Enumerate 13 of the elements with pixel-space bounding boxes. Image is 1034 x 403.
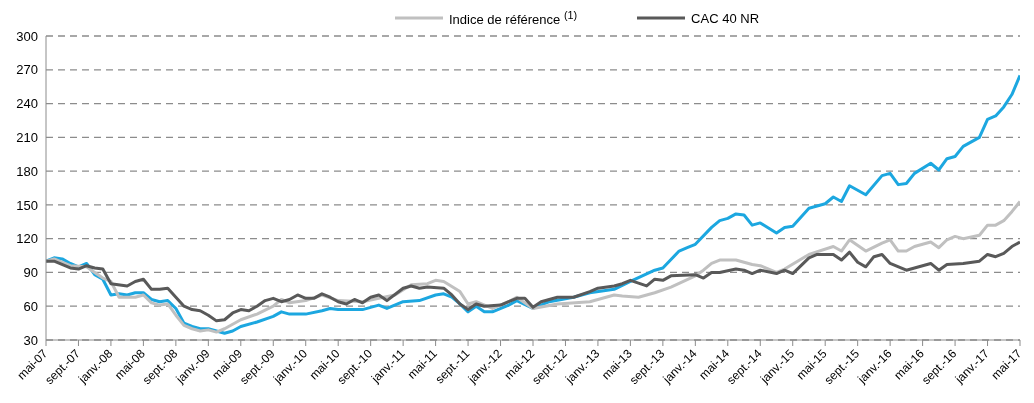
line-series bbox=[46, 240, 1020, 323]
y-tick-label: 120 bbox=[16, 231, 38, 247]
y-tick-label: 270 bbox=[16, 62, 38, 78]
legend-label: Indice de référence $^{(1)}$ bbox=[448, 8, 578, 28]
y-tick-label: 300 bbox=[16, 28, 38, 44]
y-tick-label: 150 bbox=[16, 197, 38, 213]
y-tick-label: 60 bbox=[23, 298, 38, 314]
y-tick-label: 210 bbox=[16, 129, 38, 145]
y-tick-label: 30 bbox=[23, 332, 38, 348]
y-tick-label: 180 bbox=[16, 163, 38, 179]
y-tick-label: 240 bbox=[16, 96, 38, 112]
legend-label: CAC 40 NR bbox=[691, 10, 760, 26]
y-tick-label: 90 bbox=[23, 265, 38, 281]
